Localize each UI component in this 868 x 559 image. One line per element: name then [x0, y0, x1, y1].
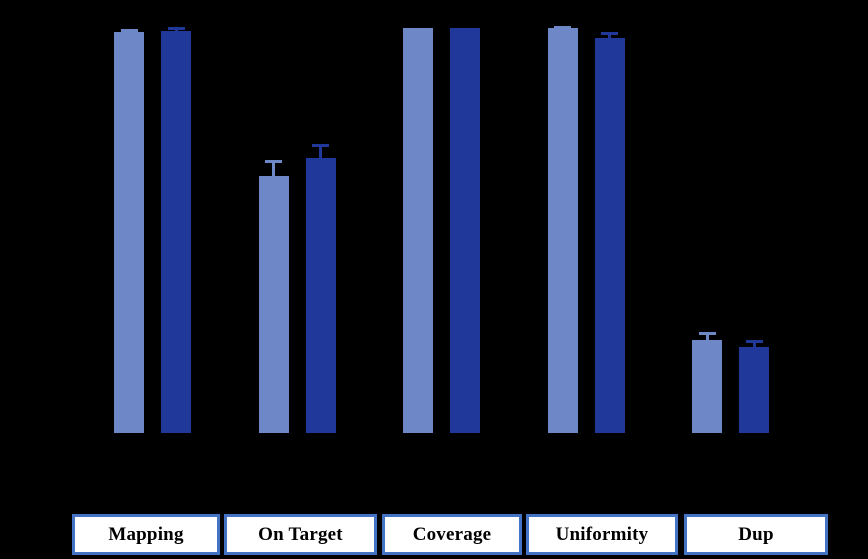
error-bar-cap [554, 25, 571, 29]
error-bar-cap [698, 331, 716, 335]
error-bar-cap [120, 28, 138, 32]
error-bar-whisker [608, 32, 611, 39]
category-box-uniformity: Uniformity [526, 514, 678, 555]
category-box-on-target: On Target [224, 514, 377, 555]
bar-dark-blue-series-on-target [305, 157, 336, 433]
error-bar-cap [601, 32, 618, 36]
bar-light-blue-series-on-target [258, 175, 289, 433]
error-bar-cap [312, 143, 329, 147]
error-bar-whisker [752, 339, 756, 348]
error-bar-cap [265, 159, 282, 163]
error-bar-whisker [705, 331, 709, 340]
bar-light-blue-series-coverage [402, 28, 433, 433]
bar-light-blue-series-dup [692, 339, 722, 433]
error-bar-cap [745, 339, 763, 343]
bar-dark-blue-series-uniformity [594, 38, 625, 433]
category-box-dup: Dup [684, 514, 828, 555]
bar-light-blue-series-uniformity [547, 28, 578, 433]
bar-dark-blue-series-coverage [449, 28, 480, 433]
category-box-coverage: Coverage [382, 514, 522, 555]
error-bar-whisker [272, 159, 275, 176]
category-box-mapping: Mapping [72, 514, 220, 555]
error-bar-cap [167, 26, 185, 30]
bar-dark-blue-series-dup [739, 347, 769, 433]
bar-dark-blue-series-mapping [161, 30, 191, 433]
bar-light-blue-series-mapping [114, 32, 144, 433]
error-bar-whisker [319, 143, 322, 158]
